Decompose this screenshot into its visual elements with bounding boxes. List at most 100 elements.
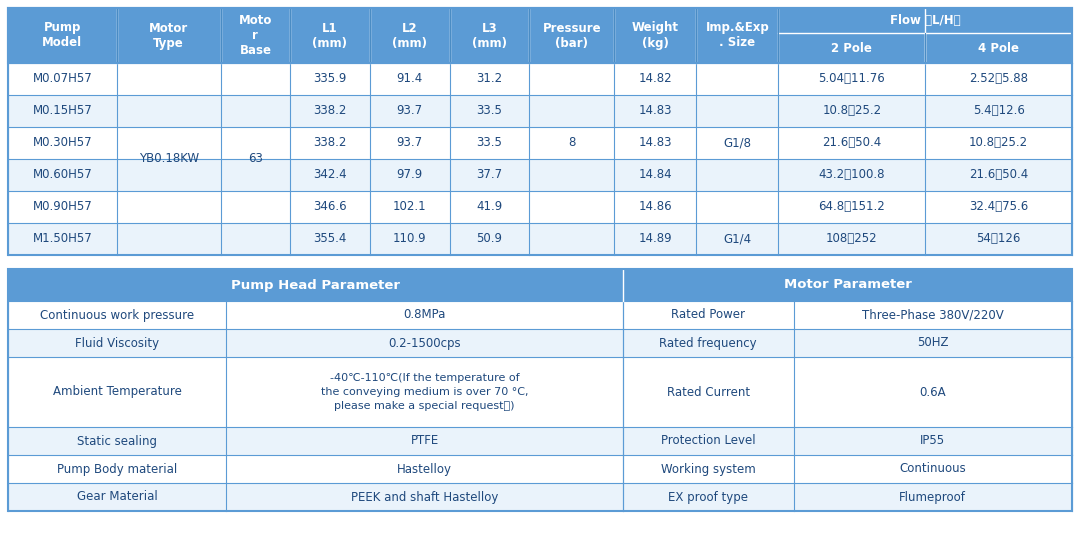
Text: Flow （L/H）: Flow （L/H）	[890, 14, 960, 27]
Bar	[8, 8, 1072, 255]
Bar	[8, 269, 1072, 511]
Text: 355.4: 355.4	[313, 233, 347, 246]
Text: PEEK and shaft Hastelloy: PEEK and shaft Hastelloy	[351, 490, 498, 503]
Text: Static sealing: Static sealing	[77, 435, 158, 448]
Bar	[8, 127, 1072, 159]
Text: G1/8: G1/8	[724, 136, 752, 150]
Bar	[623, 269, 1072, 301]
Text: Rated Power: Rated Power	[672, 308, 745, 322]
Bar	[8, 269, 1072, 301]
Text: 14.84: 14.84	[638, 169, 672, 181]
Text: 32.4～75.6: 32.4～75.6	[969, 200, 1028, 213]
Text: 14.86: 14.86	[638, 200, 672, 213]
Text: Pump
Model: Pump Model	[42, 21, 82, 50]
Text: Ambient Temperature: Ambient Temperature	[53, 385, 181, 399]
Text: Working system: Working system	[661, 462, 756, 476]
Bar	[8, 63, 1072, 95]
Text: 21.6～50.4: 21.6～50.4	[822, 136, 881, 150]
Text: 0.2-1500cps: 0.2-1500cps	[389, 336, 461, 349]
Text: 102.1: 102.1	[393, 200, 427, 213]
Text: 335.9: 335.9	[313, 73, 347, 86]
Text: 10.8～25.2: 10.8～25.2	[822, 104, 881, 117]
Text: 43.2～100.8: 43.2～100.8	[819, 169, 885, 181]
Text: 33.5: 33.5	[476, 104, 502, 117]
Text: L2
(mm): L2 (mm)	[392, 21, 428, 50]
Text: Rated frequency: Rated frequency	[660, 336, 757, 349]
Text: 54～126: 54～126	[976, 233, 1021, 246]
Text: 93.7: 93.7	[396, 136, 422, 150]
Bar	[8, 8, 1072, 63]
Text: Imp.&Exp
. Size: Imp.&Exp . Size	[705, 21, 769, 50]
Text: IP55: IP55	[920, 435, 945, 448]
Bar	[8, 95, 1072, 127]
Bar	[8, 8, 1072, 63]
Text: M0.15H57: M0.15H57	[32, 104, 92, 117]
Text: Motor Parameter: Motor Parameter	[784, 278, 912, 292]
Bar	[8, 269, 623, 301]
Text: M0.60H57: M0.60H57	[32, 169, 92, 181]
Text: Continuous: Continuous	[900, 462, 967, 476]
Text: Hastelloy: Hastelloy	[397, 462, 453, 476]
Text: M0.30H57: M0.30H57	[32, 136, 92, 150]
Bar	[8, 223, 1072, 255]
Text: 338.2: 338.2	[313, 136, 347, 150]
Text: L1
(mm): L1 (mm)	[312, 21, 348, 50]
Bar	[8, 191, 1072, 223]
Text: 10.8～25.2: 10.8～25.2	[969, 136, 1028, 150]
Text: 97.9: 97.9	[396, 169, 422, 181]
Text: 41.9: 41.9	[476, 200, 502, 213]
Text: Moto
r
Base: Moto r Base	[239, 14, 272, 57]
Text: 31.2: 31.2	[476, 73, 502, 86]
Text: 0.6A: 0.6A	[919, 385, 946, 399]
Text: -40℃-110℃(If the temperature of
the conveying medium is over 70 °C,
please make : -40℃-110℃(If the temperature of the conv…	[321, 373, 528, 411]
Text: Gear Material: Gear Material	[77, 490, 158, 503]
Text: 342.4: 342.4	[313, 169, 347, 181]
Text: Fluid Viscosity: Fluid Viscosity	[76, 336, 159, 349]
Text: 33.5: 33.5	[476, 136, 502, 150]
Text: YB0.18KW: YB0.18KW	[138, 152, 199, 165]
Bar	[8, 427, 1072, 455]
Text: Pressure
(bar): Pressure (bar)	[542, 21, 602, 50]
Text: 2 Pole: 2 Pole	[832, 41, 873, 55]
Text: 14.83: 14.83	[638, 136, 672, 150]
Bar	[8, 483, 1072, 511]
Bar	[8, 329, 1072, 357]
Text: 4 Pole: 4 Pole	[978, 41, 1020, 55]
Bar	[8, 301, 1072, 329]
Text: Protection Level: Protection Level	[661, 435, 756, 448]
Text: 14.83: 14.83	[638, 104, 672, 117]
Text: 50HZ: 50HZ	[917, 336, 948, 349]
Text: PTFE: PTFE	[410, 435, 438, 448]
Bar	[8, 159, 1072, 191]
Text: Pump Head Parameter: Pump Head Parameter	[231, 278, 400, 292]
Text: Three-Phase 380V/220V: Three-Phase 380V/220V	[862, 308, 1003, 322]
Text: 64.8～151.2: 64.8～151.2	[819, 200, 886, 213]
Text: 21.6～50.4: 21.6～50.4	[969, 169, 1028, 181]
Text: 93.7: 93.7	[396, 104, 422, 117]
Text: 110.9: 110.9	[393, 233, 427, 246]
Text: 346.6: 346.6	[313, 200, 347, 213]
Text: 91.4: 91.4	[396, 73, 422, 86]
Text: Rated Current: Rated Current	[666, 385, 750, 399]
Text: G1/4: G1/4	[724, 233, 752, 246]
Text: 0.8MPa: 0.8MPa	[404, 308, 446, 322]
Text: Weight
(kg): Weight (kg)	[632, 21, 679, 50]
Text: Pump Body material: Pump Body material	[57, 462, 177, 476]
Text: M0.90H57: M0.90H57	[32, 200, 92, 213]
Text: 8: 8	[568, 136, 576, 150]
Text: Motor
Type: Motor Type	[149, 21, 188, 50]
Text: 5.04～11.76: 5.04～11.76	[819, 73, 886, 86]
Text: 50.9: 50.9	[476, 233, 502, 246]
Text: 14.89: 14.89	[638, 233, 672, 246]
Text: 14.82: 14.82	[638, 73, 672, 86]
Text: Flumeproof: Flumeproof	[900, 490, 967, 503]
Text: 5.4～12.6: 5.4～12.6	[973, 104, 1025, 117]
Text: M1.50H57: M1.50H57	[32, 233, 92, 246]
Text: 108～252: 108～252	[826, 233, 878, 246]
Text: EX proof type: EX proof type	[669, 490, 748, 503]
Text: 37.7: 37.7	[476, 169, 502, 181]
Text: 338.2: 338.2	[313, 104, 347, 117]
Bar	[8, 357, 1072, 427]
Text: M0.07H57: M0.07H57	[32, 73, 92, 86]
Bar	[8, 455, 1072, 483]
